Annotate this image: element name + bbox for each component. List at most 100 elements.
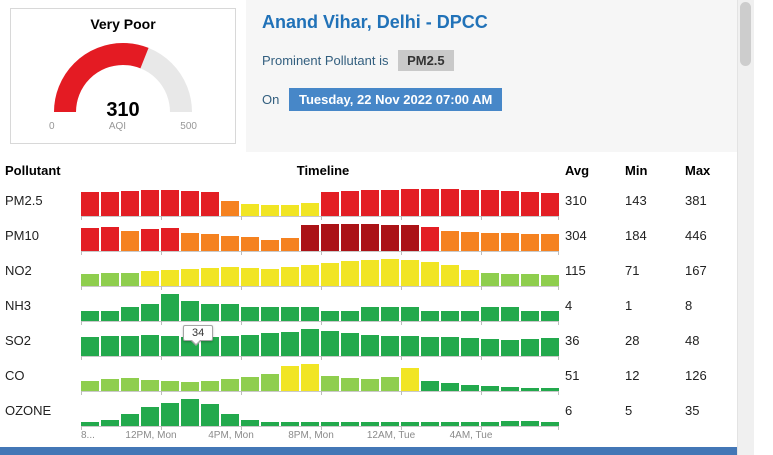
bar-pm25-19[interactable] <box>461 190 479 216</box>
bar-pm25-11[interactable] <box>301 203 319 216</box>
bar-co-23[interactable] <box>541 388 559 391</box>
bar-nh3-12[interactable] <box>321 311 339 321</box>
bar-so2-0[interactable] <box>81 337 99 356</box>
bar-no2-15[interactable] <box>381 259 399 286</box>
bar-no2-16[interactable] <box>401 260 419 286</box>
bar-pm10-21[interactable] <box>501 233 519 251</box>
bar-so2-20[interactable] <box>481 339 499 356</box>
bar-pm25-14[interactable] <box>361 190 379 216</box>
bar-so2-14[interactable] <box>361 335 379 356</box>
bar-so2-8[interactable] <box>241 335 259 356</box>
bar-co-12[interactable] <box>321 376 339 391</box>
bar-no2-21[interactable] <box>501 274 519 286</box>
bar-ozone-16[interactable] <box>401 422 419 426</box>
bar-no2-17[interactable] <box>421 262 439 286</box>
bar-pm10-6[interactable] <box>201 234 219 251</box>
bar-no2-1[interactable] <box>101 273 119 286</box>
bar-ozone-15[interactable] <box>381 422 399 426</box>
bar-so2-6[interactable] <box>201 337 219 356</box>
bar-nh3-7[interactable] <box>221 304 239 321</box>
bar-pm10-23[interactable] <box>541 234 559 251</box>
bar-pm10-17[interactable] <box>421 227 439 251</box>
bar-pm10-16[interactable] <box>401 225 419 251</box>
bar-co-11[interactable] <box>301 364 319 391</box>
bar-co-4[interactable] <box>161 381 179 391</box>
bar-pm10-13[interactable] <box>341 224 359 251</box>
bar-pm25-13[interactable] <box>341 191 359 216</box>
bar-so2-17[interactable] <box>421 337 439 356</box>
bar-no2-13[interactable] <box>341 261 359 286</box>
bar-ozone-12[interactable] <box>321 422 339 426</box>
bar-ozone-17[interactable] <box>421 422 439 426</box>
bar-so2-15[interactable] <box>381 336 399 356</box>
bar-nh3-22[interactable] <box>521 311 539 321</box>
bar-nh3-5[interactable] <box>181 301 199 321</box>
bar-nh3-11[interactable] <box>301 307 319 321</box>
bar-pm10-20[interactable] <box>481 233 499 251</box>
bar-co-18[interactable] <box>441 383 459 391</box>
bar-ozone-18[interactable] <box>441 422 459 426</box>
bar-co-2[interactable] <box>121 378 139 391</box>
bar-nh3-0[interactable] <box>81 311 99 321</box>
bar-pm25-21[interactable] <box>501 191 519 216</box>
bar-ozone-4[interactable] <box>161 403 179 426</box>
bar-nh3-3[interactable] <box>141 304 159 321</box>
bar-nh3-6[interactable] <box>201 304 219 321</box>
bar-no2-9[interactable] <box>261 269 279 286</box>
bar-co-19[interactable] <box>461 385 479 391</box>
bar-so2-13[interactable] <box>341 333 359 356</box>
bar-pm25-5[interactable] <box>181 191 199 216</box>
bar-so2-21[interactable] <box>501 340 519 356</box>
bar-pm10-8[interactable] <box>241 237 259 251</box>
bar-no2-11[interactable] <box>301 265 319 286</box>
bar-ozone-6[interactable] <box>201 404 219 426</box>
bar-co-17[interactable] <box>421 381 439 391</box>
bar-no2-12[interactable] <box>321 263 339 286</box>
bar-pm10-0[interactable] <box>81 228 99 251</box>
bar-no2-2[interactable] <box>121 273 139 286</box>
bar-pm25-16[interactable] <box>401 189 419 216</box>
bar-co-14[interactable] <box>361 379 379 391</box>
bar-co-22[interactable] <box>521 388 539 391</box>
bar-so2-16[interactable] <box>401 336 419 356</box>
bar-so2-9[interactable] <box>261 333 279 356</box>
bar-pm25-1[interactable] <box>101 192 119 216</box>
bar-pm10-15[interactable] <box>381 225 399 251</box>
scrollbar-thumb[interactable] <box>740 2 751 66</box>
bar-nh3-10[interactable] <box>281 307 299 321</box>
bar-ozone-22[interactable] <box>521 421 539 426</box>
bar-pm25-9[interactable] <box>261 205 279 216</box>
bar-no2-10[interactable] <box>281 267 299 286</box>
bar-co-1[interactable] <box>101 379 119 391</box>
bar-pm10-4[interactable] <box>161 228 179 251</box>
bar-so2-4[interactable] <box>161 336 179 356</box>
bar-pm10-22[interactable] <box>521 234 539 251</box>
bar-co-5[interactable] <box>181 382 199 391</box>
bar-pm10-3[interactable] <box>141 229 159 251</box>
bar-pm10-1[interactable] <box>101 227 119 251</box>
bar-nh3-16[interactable] <box>401 307 419 321</box>
bar-no2-0[interactable] <box>81 274 99 286</box>
bar-pm10-11[interactable] <box>301 225 319 251</box>
bar-pm25-2[interactable] <box>121 191 139 216</box>
bar-pm10-14[interactable] <box>361 224 379 251</box>
bar-no2-6[interactable] <box>201 268 219 286</box>
bar-so2-2[interactable] <box>121 336 139 356</box>
bar-nh3-4[interactable] <box>161 294 179 321</box>
bar-ozone-0[interactable] <box>81 422 99 426</box>
bar-so2-12[interactable] <box>321 331 339 356</box>
bar-pm10-10[interactable] <box>281 238 299 251</box>
bar-pm25-3[interactable] <box>141 190 159 216</box>
bar-no2-3[interactable] <box>141 271 159 286</box>
bar-ozone-11[interactable] <box>301 422 319 426</box>
bar-ozone-8[interactable] <box>241 420 259 426</box>
bar-nh3-21[interactable] <box>501 307 519 321</box>
bar-pm25-17[interactable] <box>421 189 439 216</box>
bar-nh3-20[interactable] <box>481 307 499 321</box>
bar-ozone-3[interactable] <box>141 407 159 426</box>
bar-pm25-10[interactable] <box>281 205 299 216</box>
bar-co-13[interactable] <box>341 378 359 391</box>
bar-pm25-20[interactable] <box>481 190 499 216</box>
bar-co-7[interactable] <box>221 379 239 391</box>
bar-ozone-14[interactable] <box>361 422 379 426</box>
